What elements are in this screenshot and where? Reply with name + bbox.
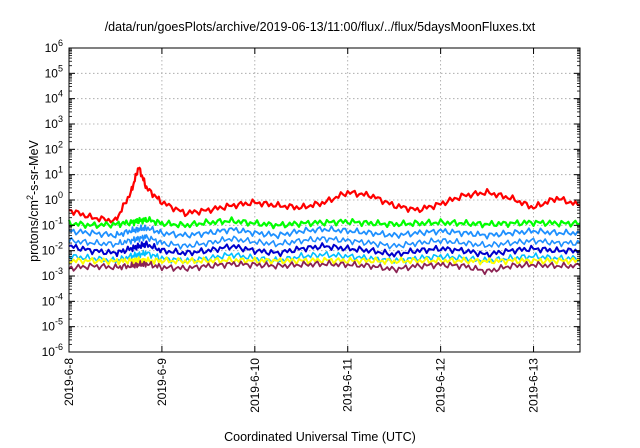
y-tick-label: 10-6: [42, 342, 63, 359]
series-line-2: [68, 224, 581, 240]
y-tick-label: 10-4: [42, 291, 63, 308]
y-tick-base: 10: [42, 320, 56, 334]
x-tick-label: 2019-6-8: [62, 358, 76, 406]
y-tick-exponent: 1: [58, 165, 63, 175]
y-tick-label: 10-3: [42, 266, 63, 283]
x-ticks: 2019-6-8 2019-6-9 2019-6-10 2019-6-11 2019-6…: [62, 48, 541, 413]
y-tick-label: 105: [45, 63, 63, 80]
series-lines: [67, 166, 581, 276]
chart-title: /data/run/goesPlots/archive/2019-06-13/1…: [104, 20, 536, 34]
y-tick-exponent: -5: [55, 317, 63, 327]
series-line-1: [67, 216, 581, 230]
y-tick-base: 10: [45, 193, 59, 207]
series-line-7: [68, 259, 581, 276]
y-tick-exponent: -4: [55, 291, 63, 301]
y-tick-label: 102: [45, 139, 63, 156]
y-tick-label: 10-1: [42, 215, 63, 232]
y-tick-label: 10-5: [42, 317, 63, 334]
y-tick-exponent: 6: [58, 38, 63, 48]
y-tick-base: 10: [42, 269, 56, 283]
x-tick-label: 2019-6-10: [248, 358, 262, 413]
y-tick-exponent: -1: [55, 215, 63, 225]
y-tick-exponent: -6: [55, 342, 63, 352]
y-tick-base: 10: [45, 117, 59, 131]
y-tick-base: 10: [45, 142, 59, 156]
y-tick-exponent: -2: [55, 241, 63, 251]
y-tick-label: 106: [45, 38, 63, 55]
y-tick-exponent: 3: [58, 114, 63, 124]
y-tick-exponent: 5: [58, 63, 63, 73]
y-tick-base: 10: [42, 218, 56, 232]
y-tick-exponent: -3: [55, 266, 63, 276]
x-tick-label: 2019-6-9: [155, 358, 169, 406]
series-line-3: [68, 234, 581, 250]
y-tick-base: 10: [45, 66, 59, 80]
series-line-4: [68, 240, 581, 259]
series-line-0: [68, 166, 581, 224]
y-tick-base: 10: [45, 92, 59, 106]
y-ticks: 10610510410310210110010-110-210-310-410-…: [42, 38, 580, 359]
y-tick-base: 10: [45, 41, 59, 55]
y-tick-base: 10: [45, 168, 59, 182]
grid: [69, 48, 580, 352]
y-tick-label: 103: [45, 114, 63, 131]
y-tick-label: 10-2: [42, 241, 63, 258]
y-tick-exponent: 2: [58, 139, 63, 149]
series-line-6: [68, 255, 581, 266]
y-tick-base: 10: [42, 244, 56, 258]
x-tick-label: 2019-6-11: [341, 358, 355, 412]
x-axis-label: Coordinated Universal Time (UTC): [224, 430, 416, 444]
x-tick-label: 2019-6-12: [434, 358, 448, 413]
x-tick-label: 2019-6-13: [527, 358, 541, 413]
y-tick-exponent: 0: [58, 190, 63, 200]
y-tick-base: 10: [42, 294, 56, 308]
y-tick-base: 10: [42, 345, 56, 359]
y-tick-label: 100: [45, 190, 63, 207]
y-tick-label: 101: [45, 165, 63, 182]
y-tick-exponent: 4: [58, 89, 63, 99]
y-tick-label: 104: [45, 89, 63, 106]
